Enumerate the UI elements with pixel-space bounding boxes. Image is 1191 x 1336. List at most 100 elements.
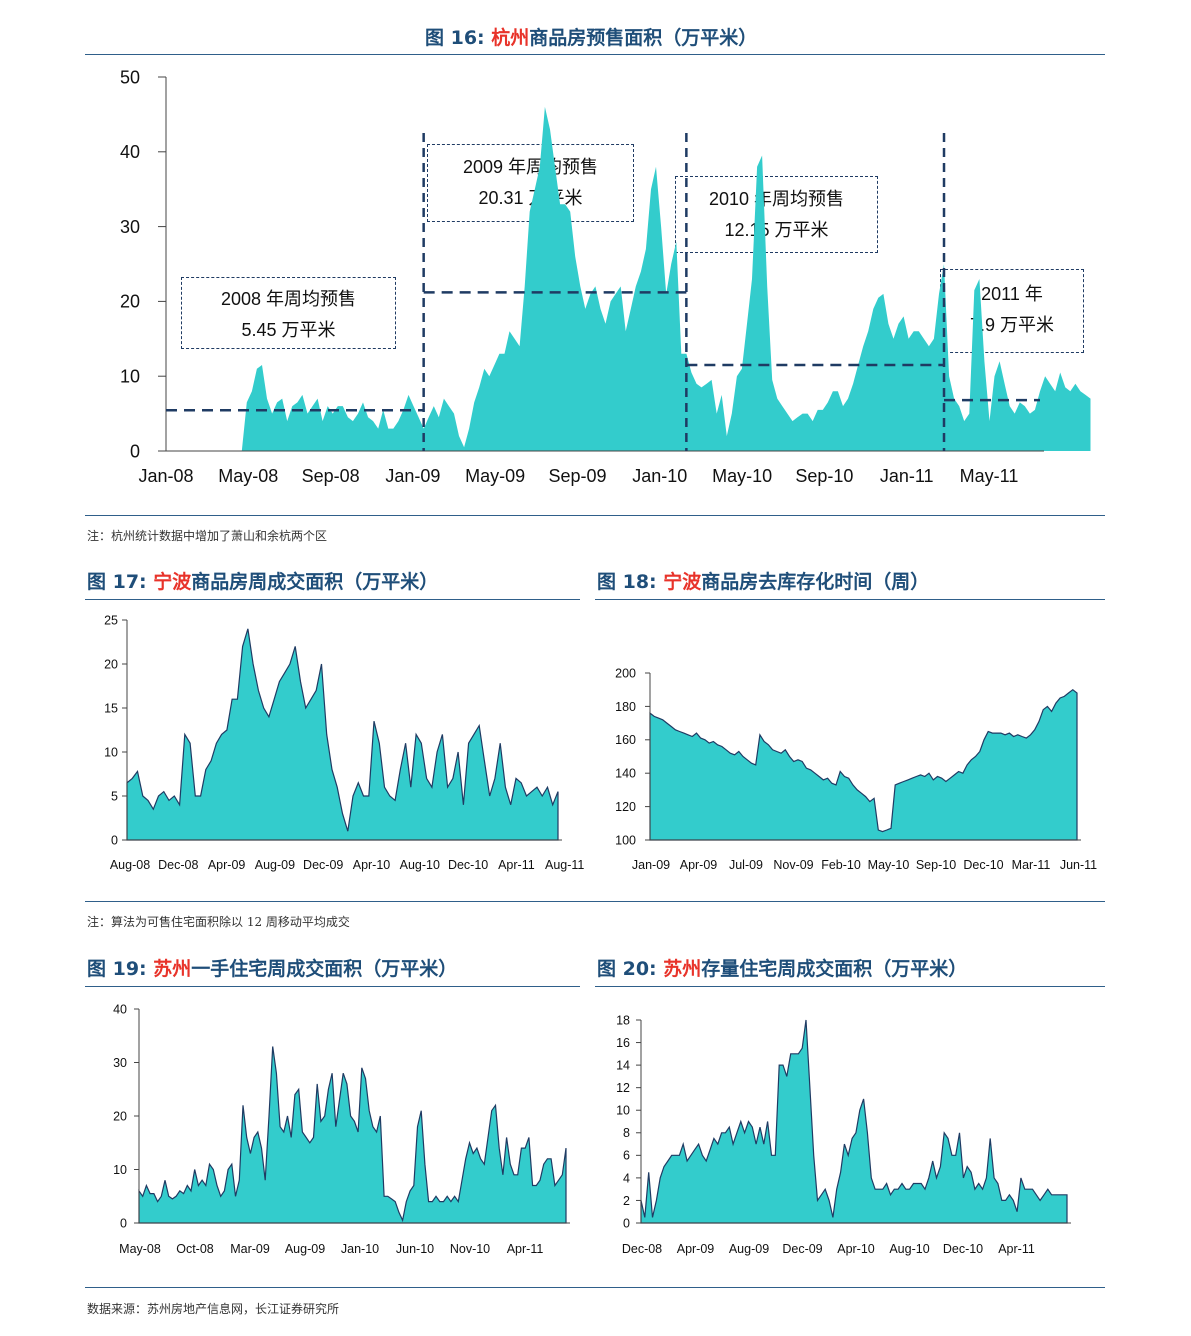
x-tick-label: Sep-10 bbox=[916, 858, 956, 872]
x-tick-label: Jan-09 bbox=[385, 466, 440, 486]
note-ningbo: 注：算法为可售住宅面积除以 12 周移动平均成交 bbox=[87, 915, 350, 929]
x-tick-label: Jun-10 bbox=[396, 1242, 434, 1256]
y-tick-label: 140 bbox=[615, 767, 636, 781]
x-tick-label: May-08 bbox=[119, 1242, 161, 1256]
city-name: 宁波 bbox=[153, 571, 192, 593]
area-series bbox=[138, 1046, 567, 1224]
y-tick-label: 40 bbox=[113, 1002, 127, 1016]
x-tick-label: Dec-10 bbox=[448, 858, 488, 872]
x-tick-label: Sep-09 bbox=[548, 466, 606, 486]
x-tick-label: Mar-11 bbox=[1012, 858, 1051, 872]
figure-20-title: 图 20: 苏州存量住宅周成交面积（万平米） bbox=[597, 954, 967, 981]
figure-16-title: 图 16: 杭州商品房预售面积（万平米） bbox=[425, 23, 757, 50]
area-series bbox=[640, 1019, 1068, 1224]
x-tick-label: Oct-08 bbox=[176, 1242, 214, 1256]
annotation-line1: 2009 年周均预售 bbox=[462, 157, 599, 177]
y-tick-label: 0 bbox=[111, 833, 118, 847]
title-rule bbox=[85, 54, 1105, 55]
x-tick-label: Jun-11 bbox=[1060, 858, 1097, 872]
figure-number: 图 17: bbox=[87, 571, 147, 593]
y-tick-label: 200 bbox=[615, 666, 636, 680]
x-tick-label: May-11 bbox=[960, 466, 1019, 486]
y-tick-label: 180 bbox=[615, 700, 636, 714]
figure-title-text: 商品房周成交面积（万平米） bbox=[191, 571, 439, 593]
city-name: 宁波 bbox=[663, 571, 702, 593]
title-rule bbox=[595, 986, 1105, 987]
x-tick-label: Apr-11 bbox=[498, 858, 535, 872]
y-tick-label: 10 bbox=[104, 745, 118, 759]
area-series bbox=[166, 106, 1091, 452]
y-tick-label: 12 bbox=[616, 1081, 630, 1095]
x-tick-label: Mar-09 bbox=[230, 1242, 270, 1256]
x-tick-label: Nov-09 bbox=[773, 858, 813, 872]
x-tick-label: Aug-08 bbox=[110, 858, 150, 872]
area-series bbox=[126, 628, 559, 841]
figure-title-text: 存量住宅周成交面积（万平米） bbox=[701, 958, 968, 980]
x-tick-label: Dec-08 bbox=[622, 1242, 662, 1256]
x-tick-label: Aug-09 bbox=[285, 1242, 325, 1256]
annotation-2008: 2008 年周均预售 5.45 万平米 bbox=[181, 277, 396, 349]
x-tick-label: May-08 bbox=[218, 466, 278, 486]
annotation-2011: 2011 年 7.9 万平米 bbox=[940, 269, 1084, 353]
title-rule bbox=[595, 599, 1105, 600]
figure-title-text: 商品房预售面积（万平米） bbox=[529, 27, 758, 49]
annotation-line1: 2008 年周均预售 bbox=[220, 289, 357, 309]
annotation-2010: 2010 年周均预售 12.15 万平米 bbox=[675, 176, 878, 253]
x-tick-label: Dec-09 bbox=[782, 1242, 822, 1256]
city-name: 苏州 bbox=[153, 958, 192, 980]
y-tick-label: 5 bbox=[111, 789, 118, 803]
figure-number: 图 18: bbox=[597, 571, 657, 593]
x-tick-label: May-10 bbox=[868, 858, 910, 872]
title-rule bbox=[85, 599, 580, 600]
x-tick-label: Aug-10 bbox=[400, 858, 440, 872]
x-tick-label: May-09 bbox=[465, 466, 525, 486]
x-tick-label: Nov-10 bbox=[450, 1242, 490, 1256]
annotation-line2: 5.45 万平米 bbox=[241, 320, 336, 340]
x-tick-label: Apr-11 bbox=[998, 1242, 1035, 1256]
figure-16-bottom-rule bbox=[85, 515, 1105, 516]
y-tick-label: 30 bbox=[120, 217, 140, 237]
x-tick-label: Dec-10 bbox=[963, 858, 1003, 872]
x-tick-label: Aug-11 bbox=[545, 858, 584, 872]
x-tick-label: Jul-09 bbox=[729, 858, 763, 872]
note-hangzhou: 注：杭州统计数据中增加了萧山和余杭两个区 bbox=[87, 529, 328, 543]
y-tick-label: 20 bbox=[104, 657, 118, 671]
source-note: 数据来源：苏州房地产信息网，长江证券研究所 bbox=[87, 1302, 340, 1316]
y-tick-label: 10 bbox=[120, 367, 140, 387]
y-tick-label: 25 bbox=[104, 613, 118, 627]
figure-number: 图 20: bbox=[597, 958, 657, 980]
figure-number: 图 16: bbox=[425, 27, 485, 49]
y-tick-label: 100 bbox=[615, 833, 636, 847]
x-tick-label: May-10 bbox=[712, 466, 772, 486]
y-tick-label: 4 bbox=[623, 1171, 630, 1185]
y-tick-label: 15 bbox=[104, 701, 118, 715]
x-tick-label: Dec-10 bbox=[943, 1242, 983, 1256]
x-tick-label: Jan-09 bbox=[632, 858, 670, 872]
x-tick-label: Aug-09 bbox=[729, 1242, 769, 1256]
figure-title-text: 一手住宅周成交面积（万平米） bbox=[191, 958, 458, 980]
area-series bbox=[649, 688, 1078, 841]
y-tick-label: 0 bbox=[623, 1216, 630, 1230]
figure-number: 图 19: bbox=[87, 958, 147, 980]
x-tick-label: Jan-10 bbox=[632, 466, 687, 486]
x-tick-label: Sep-08 bbox=[302, 466, 360, 486]
y-tick-label: 30 bbox=[113, 1056, 127, 1070]
x-tick-label: Jan-10 bbox=[341, 1242, 379, 1256]
annotation-line2: 12.15 万平米 bbox=[724, 220, 829, 240]
figure-title-text: 商品房去库存化时间（周） bbox=[701, 571, 930, 593]
city-name: 杭州 bbox=[491, 27, 530, 49]
y-tick-label: 20 bbox=[113, 1109, 127, 1123]
x-tick-label: Sep-10 bbox=[795, 466, 853, 486]
x-tick-label: Apr-11 bbox=[507, 1242, 544, 1256]
annotation-line1: 2010 年周均预售 bbox=[708, 189, 845, 209]
y-tick-label: 0 bbox=[130, 441, 140, 461]
y-tick-label: 0 bbox=[120, 1216, 127, 1230]
figure-18-title: 图 18: 宁波商品房去库存化时间（周） bbox=[597, 567, 929, 594]
x-tick-label: Apr-09 bbox=[208, 858, 246, 872]
y-tick-label: 160 bbox=[615, 733, 636, 747]
x-tick-label: Apr-10 bbox=[837, 1242, 875, 1256]
y-tick-label: 18 bbox=[616, 1013, 630, 1027]
x-tick-label: Jan-08 bbox=[138, 466, 193, 486]
annotation-line1: 2011 年 bbox=[981, 284, 1043, 304]
